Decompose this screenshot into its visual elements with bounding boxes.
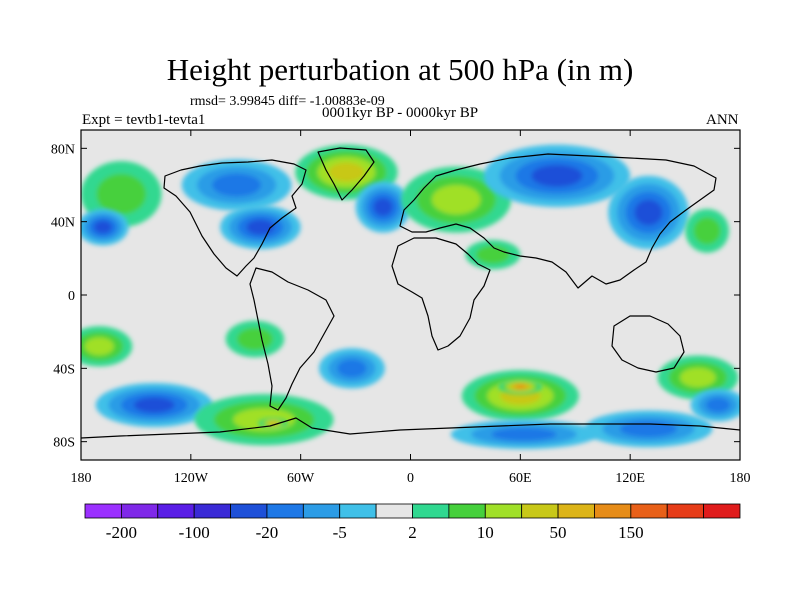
- coastline-antarctica: [81, 417, 740, 439]
- lon-tick-label: 60W: [287, 471, 315, 486]
- colorbar-swatch: [703, 503, 741, 519]
- anomaly-band: [705, 397, 731, 413]
- anomaly-band: [133, 397, 175, 413]
- anomaly-positive-15: [258, 417, 288, 429]
- anomaly-negative-8: [483, 144, 631, 207]
- anomaly-positive-17: [461, 370, 579, 422]
- anomaly-negative-2: [81, 208, 129, 246]
- lat-tick-label: 80S: [53, 436, 75, 451]
- anomaly-band: [84, 337, 114, 356]
- colorbar-swatch: [193, 503, 231, 519]
- anomaly-band: [619, 420, 677, 437]
- continent-coastlines: [81, 147, 740, 439]
- lat-tick-label: 40N: [51, 216, 75, 231]
- colorbar-swatch: [302, 503, 341, 519]
- colorbar-swatch: [339, 503, 377, 519]
- colorbar-label: 2: [408, 523, 417, 542]
- anomaly-positive-14: [194, 394, 334, 446]
- lat-tick-label: 0: [68, 289, 75, 304]
- anomaly-positive-18: [498, 379, 543, 394]
- coastline-south-america: [249, 267, 335, 411]
- anomaly-band: [491, 427, 557, 441]
- anomaly-band: [328, 162, 365, 182]
- colorbar-swatch: [666, 503, 705, 519]
- stats-line: rmsd= 3.99845 diff= -1.00883e-09: [190, 94, 385, 109]
- anomaly-band: [236, 327, 273, 351]
- anomaly-positive-11: [81, 326, 133, 367]
- anomaly-band: [246, 219, 275, 235]
- lon-tick-label: 180: [71, 471, 92, 486]
- colorbar-label: -100: [179, 523, 210, 542]
- anomaly-band: [693, 217, 721, 245]
- lon-tick-label: 120E: [615, 471, 645, 486]
- anomaly-negative-16: [318, 348, 385, 389]
- anomaly-negative-4: [220, 205, 301, 250]
- colorbar-swatch: [157, 503, 195, 519]
- coastline-greenland: [317, 147, 375, 201]
- colorbar: -200 -100 -20 -5 2 10 50 150: [84, 503, 741, 542]
- lat-tick-label: 40S: [53, 362, 75, 377]
- colorbar-swatch: [230, 503, 268, 519]
- anomaly-band: [431, 185, 481, 215]
- map-axes: 180 120W 60W 0 60E 120E 180 80N 40N 0 40S 80S: [51, 130, 751, 486]
- colorbar-swatch: [412, 503, 450, 519]
- anomaly-band: [212, 173, 262, 197]
- anomaly-band: [515, 384, 526, 389]
- colorbar-swatch: [84, 503, 122, 519]
- colorbar-swatch: [448, 503, 486, 519]
- anomaly-positive-10: [685, 208, 730, 253]
- season-label: ANN: [706, 112, 739, 128]
- colorbar-swatch: [375, 503, 413, 519]
- colorbar-swatch: [521, 503, 559, 519]
- anomaly-band: [679, 367, 716, 388]
- anomaly-negative-22: [690, 388, 740, 422]
- experiment-label: Expt = tevtb1-tevta1: [82, 112, 206, 128]
- colorbar-label: 150: [618, 523, 644, 542]
- colorbar-label: 50: [550, 523, 567, 542]
- coastline-north-america: [163, 159, 307, 277]
- lon-tick-label: 0: [407, 471, 414, 486]
- colorbar-swatch: [484, 503, 523, 519]
- colorbar-swatch: [557, 503, 595, 519]
- lon-tick-label: 60E: [509, 471, 532, 486]
- anomaly-negative-20: [584, 410, 713, 448]
- colorbar-swatch: [120, 503, 159, 519]
- colorbar-label: -5: [333, 523, 347, 542]
- colorbar-swatch: [266, 503, 304, 519]
- coastline-africa: [391, 237, 491, 351]
- lon-tick-label: 180: [730, 471, 751, 486]
- anomaly-positive-7: [465, 240, 521, 270]
- colorbar-swatch: [630, 503, 668, 519]
- anomaly-band: [94, 220, 112, 234]
- anomaly-negative-3: [181, 159, 292, 211]
- anomaly-band: [531, 164, 583, 187]
- colorbar-swatch: [594, 503, 632, 519]
- colorbar-label: -200: [106, 523, 137, 542]
- lat-tick-label: 80N: [51, 142, 75, 157]
- anomaly-band: [373, 198, 393, 216]
- coastline-australia: [611, 315, 685, 373]
- anomaly-band: [337, 359, 367, 378]
- anomaly-negative-5: [355, 181, 411, 233]
- colorbar-label: -20: [256, 523, 279, 542]
- lon-tick-label: 120W: [174, 471, 209, 486]
- anomaly-band: [634, 199, 663, 226]
- anomaly-negative-9: [608, 175, 689, 250]
- anomaly-band: [475, 245, 510, 264]
- anomaly-negative-12: [95, 383, 213, 427]
- period-subtitle: 0001kyr BP - 0000kyr BP: [322, 105, 479, 121]
- plot-title: Height perturbation at 500 hPa (in m): [166, 52, 634, 87]
- anomaly-band: [96, 173, 147, 215]
- anomaly-positive-13: [225, 320, 285, 358]
- coastline-eurasia: [399, 153, 717, 289]
- colorbar-label: 10: [477, 523, 494, 542]
